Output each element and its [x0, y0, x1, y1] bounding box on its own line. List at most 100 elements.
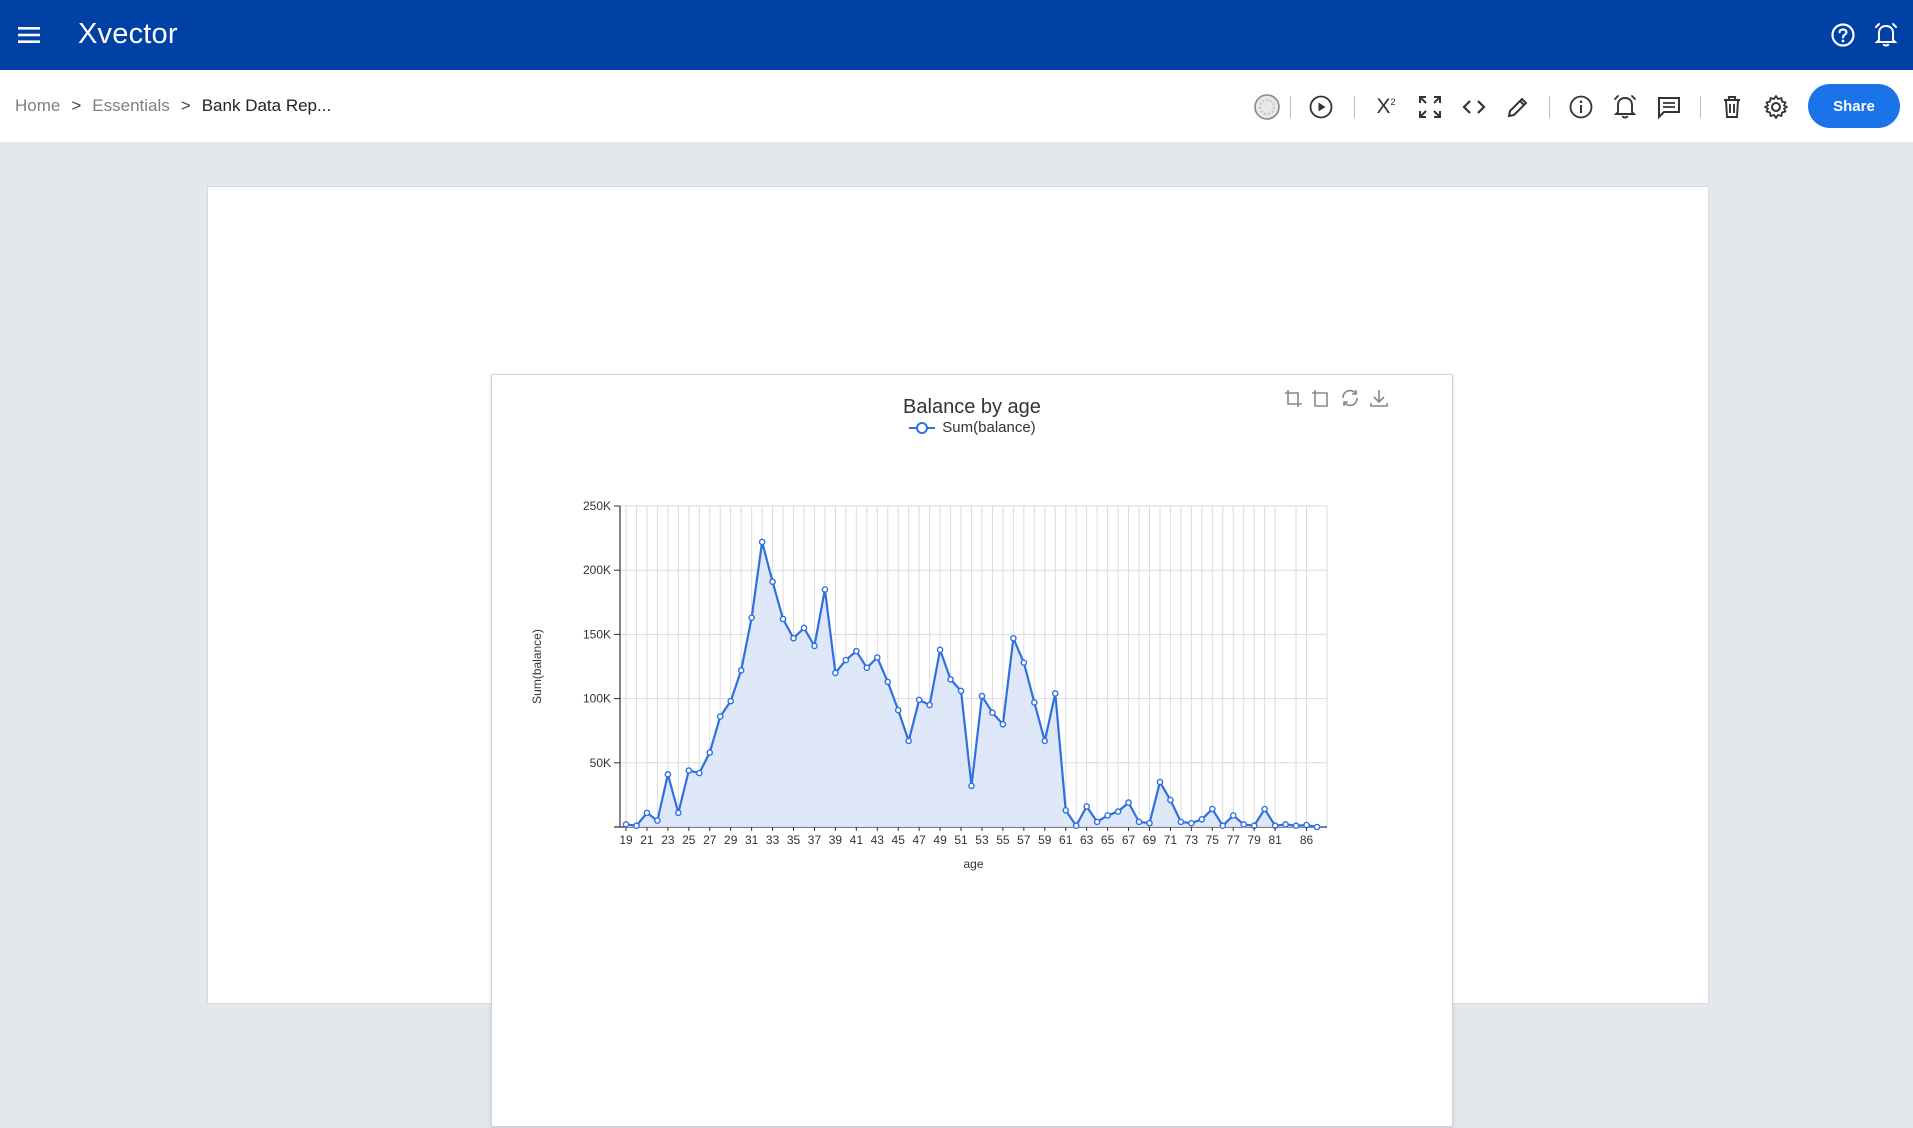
data-point	[915, 696, 923, 704]
fullscreen-button[interactable]	[1415, 92, 1445, 122]
x-tick-label: 59	[1038, 833, 1052, 847]
x-tick-label: 61	[1059, 833, 1073, 847]
download-icon[interactable]	[1368, 387, 1390, 409]
y-tick-label: 200K	[583, 563, 611, 577]
y-tick-label: 150K	[583, 627, 611, 641]
delete-icon	[1724, 96, 1740, 118]
share-button[interactable]: Share	[1808, 84, 1900, 128]
data-point	[1083, 803, 1090, 810]
code-icon	[1462, 100, 1486, 114]
breadcrumb: Home > Essentials > Bank Data Rep...	[15, 96, 331, 116]
data-point	[1177, 818, 1185, 826]
hamburger-menu-icon[interactable]	[16, 22, 42, 48]
data-point	[1229, 812, 1237, 819]
data-point	[727, 697, 734, 705]
breadcrumb-home[interactable]: Home	[15, 96, 61, 115]
x-tick-label: 23	[661, 833, 675, 847]
x-tick-label: 86	[1300, 833, 1314, 847]
x-tick-label: 31	[745, 833, 759, 847]
data-point	[1292, 822, 1300, 830]
settings-button[interactable]	[1761, 92, 1791, 122]
help-circle-icon[interactable]	[1830, 22, 1856, 48]
data-point	[706, 749, 714, 756]
breadcrumb-separator: >	[71, 96, 82, 115]
y-tick-label: 100K	[583, 692, 611, 706]
data-point	[1031, 699, 1038, 706]
report-canvas: Balance by age Sum(balance) 50K 100K 150K 2…	[207, 186, 1709, 1127]
data-point	[633, 822, 640, 830]
x-tick-label: 43	[871, 833, 885, 847]
data-point	[758, 538, 766, 546]
data-point	[842, 656, 850, 664]
restore-icon[interactable]	[1339, 387, 1361, 409]
x-tick-label: 35	[787, 833, 801, 847]
x-tick-label: 71	[1164, 833, 1178, 847]
data-point	[1020, 659, 1028, 666]
run-button[interactable]	[1306, 92, 1336, 122]
info-button[interactable]	[1566, 92, 1596, 122]
breadcrumb-separator: >	[180, 96, 191, 115]
data-point	[1303, 821, 1310, 829]
x-tick-label: 47	[912, 833, 926, 847]
zoom-icon[interactable]	[1282, 387, 1304, 409]
chart-widget[interactable]: Balance by age Sum(balance) 50K 100K 150K 2…	[491, 374, 1453, 1127]
x-axis-title: age	[963, 857, 983, 871]
y-tick-label: 250K	[583, 499, 611, 513]
x-tick-label: 39	[829, 833, 843, 847]
bell-icon[interactable]	[1873, 21, 1899, 49]
data-point	[1041, 737, 1049, 745]
data-point	[654, 817, 661, 824]
data-point	[769, 578, 776, 586]
x-tick-label: 63	[1080, 833, 1094, 847]
data-point	[926, 701, 933, 709]
data-point	[1209, 805, 1216, 813]
data-point	[1219, 822, 1227, 830]
x-tick-label: 65	[1101, 833, 1115, 847]
status-button[interactable]	[1252, 92, 1282, 122]
alert-button[interactable]	[1610, 92, 1640, 122]
edit-icon	[1507, 97, 1528, 118]
data-point	[1010, 634, 1017, 642]
data-point	[853, 647, 860, 655]
data-point	[685, 767, 693, 774]
breadcrumb-essentials[interactable]: Essentials	[92, 96, 170, 115]
data-point	[968, 782, 975, 790]
x-tick-label: 27	[703, 833, 717, 847]
edit-button[interactable]	[1503, 92, 1533, 122]
data-point	[894, 706, 902, 714]
data-point	[978, 692, 986, 700]
x-tick-label: 41	[850, 833, 864, 847]
data-point	[1104, 812, 1111, 819]
y-axis-title: Sum(balance)	[530, 629, 544, 704]
comment-button[interactable]	[1654, 92, 1684, 122]
delete-button[interactable]	[1717, 92, 1747, 122]
data-point	[957, 687, 965, 695]
status-icon	[1254, 94, 1280, 120]
data-point	[737, 667, 745, 674]
x-tick-label: 53	[975, 833, 989, 847]
data-point	[1093, 818, 1101, 826]
superscript-button[interactable]: X2	[1371, 92, 1401, 122]
alert-icon	[1613, 95, 1637, 119]
run-icon	[1309, 95, 1333, 119]
legend-item-sum-balance[interactable]: Sum(balance)	[908, 419, 1036, 436]
data-point	[1198, 815, 1206, 823]
x-tick-label: 51	[954, 833, 968, 847]
data-point	[622, 821, 630, 828]
data-point	[1156, 778, 1164, 786]
data-point	[779, 615, 787, 623]
settings-icon	[1764, 95, 1788, 119]
x-tick-label: 29	[724, 833, 738, 847]
data-point	[695, 769, 703, 777]
superscript-icon: X2	[1376, 95, 1396, 118]
data-point	[832, 669, 839, 677]
zoom-reset-icon[interactable]	[1310, 387, 1332, 409]
info-icon	[1569, 95, 1593, 119]
app-logo[interactable]: Xvector	[78, 18, 178, 50]
data-point	[716, 713, 724, 720]
data-point	[675, 809, 682, 817]
top-navigation-bar: Xvector	[0, 0, 1913, 70]
x-tick-label: 37	[808, 833, 822, 847]
code-button[interactable]	[1459, 92, 1489, 122]
y-tick-label: 50K	[590, 756, 611, 770]
